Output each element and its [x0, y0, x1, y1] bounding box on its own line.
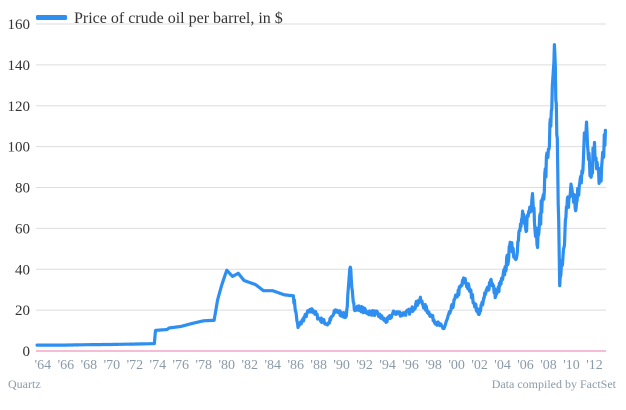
x-tick-label: '88	[310, 358, 327, 373]
y-axis-ticks: 0 20 40 60 80 100 120 140 160	[8, 17, 31, 360]
oil-price-series-line	[35, 43, 607, 347]
x-tick-label: '94	[379, 358, 396, 373]
y-tick-label: 20	[15, 303, 30, 319]
x-tick-label: '86	[287, 358, 304, 373]
x-tick-label: '02	[471, 358, 488, 373]
y-tick-label: 140	[8, 58, 31, 74]
x-tick-label: '90	[333, 358, 350, 373]
x-tick-label: '00	[448, 358, 465, 373]
x-tick-label: '78	[196, 358, 213, 373]
y-tick-label: 120	[8, 99, 31, 115]
legend: Price of crude oil per barrel, in $	[36, 10, 283, 27]
legend-label: Price of crude oil per barrel, in $	[74, 10, 283, 27]
y-tick-label: 0	[23, 344, 31, 360]
x-tick-label: '76	[173, 358, 190, 373]
x-tick-label: '66	[58, 358, 75, 373]
x-tick-label: '84	[264, 358, 281, 373]
x-tick-label: '70	[104, 358, 121, 373]
legend-swatch	[36, 15, 67, 20]
y-tick-label: 160	[8, 17, 31, 33]
x-tick-label: '64	[35, 358, 52, 373]
source-credit-right: Data compiled by FactSet	[492, 377, 617, 391]
x-tick-label: '80	[219, 358, 236, 373]
x-axis-ticks: '64 '66 '68 '70 '72 '74 '76 '78 '80 '82 '84 '86 '88 '…	[35, 358, 603, 373]
y-tick-label: 100	[8, 140, 31, 156]
x-tick-label: '10	[563, 358, 580, 373]
y-tick-label: 40	[15, 262, 30, 278]
x-tick-label: '68	[81, 358, 98, 373]
x-tick-label: '12	[586, 358, 603, 373]
x-tick-label: '96	[402, 358, 419, 373]
x-tick-label: '82	[241, 358, 258, 373]
y-tick-label: 80	[15, 181, 30, 197]
x-tick-label: '06	[517, 358, 534, 373]
x-tick-label: '72	[127, 358, 144, 373]
x-tick-label: '74	[150, 358, 167, 373]
x-tick-label: '04	[494, 358, 511, 373]
x-tick-label: '08	[540, 358, 557, 373]
x-tick-label: '98	[425, 358, 442, 373]
source-credit-left: Quartz	[8, 377, 41, 391]
x-tick-label: '92	[356, 358, 373, 373]
chart-gridlines	[36, 23, 606, 311]
y-tick-label: 60	[15, 221, 30, 237]
